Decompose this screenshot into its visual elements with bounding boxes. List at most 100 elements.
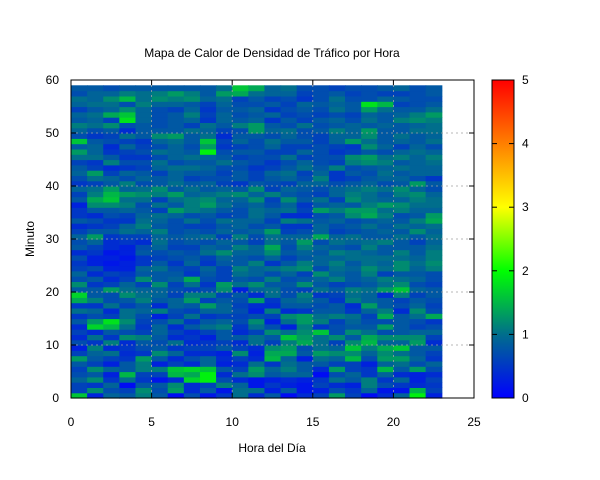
heatmap-cell xyxy=(377,106,394,113)
heatmap-cell xyxy=(199,313,217,320)
heatmap-cell xyxy=(280,138,298,145)
heatmap-cell xyxy=(393,260,411,267)
heatmap-cell xyxy=(409,196,427,203)
heatmap-cell xyxy=(71,106,88,113)
heatmap-cell xyxy=(232,350,249,357)
heatmap-cell xyxy=(216,95,233,102)
heatmap-cell xyxy=(232,281,249,288)
heatmap-cell xyxy=(377,307,394,314)
heatmap-cell xyxy=(119,217,137,224)
heatmap-cell xyxy=(151,292,169,298)
heatmap-cell xyxy=(167,95,185,102)
heatmap-cell xyxy=(393,360,411,367)
heatmap-cell xyxy=(199,387,217,394)
heatmap-cell xyxy=(87,376,104,383)
heatmap-cell xyxy=(296,281,314,288)
heatmap-cell xyxy=(167,345,185,351)
heatmap-cell xyxy=(296,254,314,261)
heatmap-cell xyxy=(151,392,169,399)
heatmap-cell xyxy=(199,371,217,378)
heatmap-cell xyxy=(280,350,298,357)
heatmap-cell xyxy=(296,297,314,304)
heatmap-cell xyxy=(280,95,298,102)
heatmap-cell xyxy=(232,133,249,139)
heatmap-cell xyxy=(216,117,233,123)
heatmap-cell xyxy=(87,95,104,102)
heatmap-cell xyxy=(248,334,266,341)
heatmap-cell xyxy=(167,276,185,282)
heatmap-cell xyxy=(328,329,346,335)
heatmap-cell xyxy=(377,196,394,203)
heatmap-cell xyxy=(71,196,88,203)
heatmap-cell xyxy=(71,281,88,288)
heatmap-cell xyxy=(71,90,88,97)
heatmap-cell xyxy=(87,281,104,288)
heatmap-cell xyxy=(135,387,153,394)
heatmap-cell xyxy=(71,180,88,187)
heatmap-cell xyxy=(135,265,153,272)
heatmap-cell xyxy=(425,212,443,219)
heatmap-cell xyxy=(361,286,378,293)
heatmap-cell xyxy=(264,186,282,192)
heatmap-cell xyxy=(361,106,378,113)
heatmap-cell xyxy=(296,323,314,330)
heatmap-cell xyxy=(103,323,120,330)
heatmap-cell xyxy=(135,270,153,277)
heatmap-cell xyxy=(328,196,346,203)
heatmap-cell xyxy=(199,265,217,272)
heatmap-cell xyxy=(216,329,233,335)
heatmap-cell xyxy=(199,307,217,314)
heatmap-cell xyxy=(167,366,185,373)
heatmap-cell xyxy=(216,276,233,282)
heatmap-cell xyxy=(312,265,330,272)
heatmap-cell xyxy=(328,339,346,346)
heatmap-cell xyxy=(312,111,330,118)
heatmap-cell xyxy=(328,95,346,102)
heatmap-cell xyxy=(361,133,378,139)
heatmap-cell xyxy=(119,191,137,198)
heatmap-cell xyxy=(280,355,298,362)
heatmap-cell xyxy=(409,111,427,118)
heatmap-cell xyxy=(377,392,394,399)
heatmap-cell xyxy=(296,143,314,150)
heatmap-cell xyxy=(248,239,266,245)
heatmap-cell xyxy=(377,127,394,134)
heatmap-cell xyxy=(151,318,169,325)
heatmap-cell xyxy=(280,387,298,394)
heatmap-cell xyxy=(345,180,362,187)
heatmap-cell xyxy=(264,180,282,187)
heatmap-cell xyxy=(71,201,88,208)
heatmap-cell xyxy=(409,127,427,134)
heatmap-cell xyxy=(119,196,137,203)
heatmap-cell xyxy=(248,117,266,123)
heatmap-cell xyxy=(393,281,411,288)
heatmap-cell xyxy=(393,101,411,108)
heatmap-cell xyxy=(312,254,330,261)
heatmap-cell xyxy=(409,307,427,314)
heatmap-cell xyxy=(216,180,233,187)
heatmap-cell xyxy=(119,122,137,129)
heatmap-cell xyxy=(199,360,217,367)
heatmap-cell xyxy=(425,334,443,341)
heatmap-cell xyxy=(183,265,201,272)
heatmap-cell xyxy=(151,159,169,166)
heatmap-cell xyxy=(328,233,346,240)
heatmap-cell xyxy=(135,334,153,341)
heatmap-cell xyxy=(103,223,120,229)
heatmap-cell xyxy=(425,382,443,388)
heatmap-cell xyxy=(425,122,443,129)
heatmap-cell xyxy=(199,217,217,224)
heatmap-cell xyxy=(135,366,153,373)
heatmap-cell xyxy=(377,355,394,362)
heatmap-cell xyxy=(345,313,362,320)
heatmap-cell xyxy=(232,392,249,399)
heatmap-cell xyxy=(248,201,266,208)
heatmap-cell xyxy=(328,360,346,367)
heatmap-cell xyxy=(296,180,314,187)
heatmap-cell xyxy=(87,355,104,362)
heatmap-cell xyxy=(280,154,298,161)
heatmap-cell xyxy=(328,276,346,282)
heatmap-cell xyxy=(199,239,217,245)
heatmap-cell xyxy=(135,392,153,399)
heatmap-cell xyxy=(199,350,217,357)
